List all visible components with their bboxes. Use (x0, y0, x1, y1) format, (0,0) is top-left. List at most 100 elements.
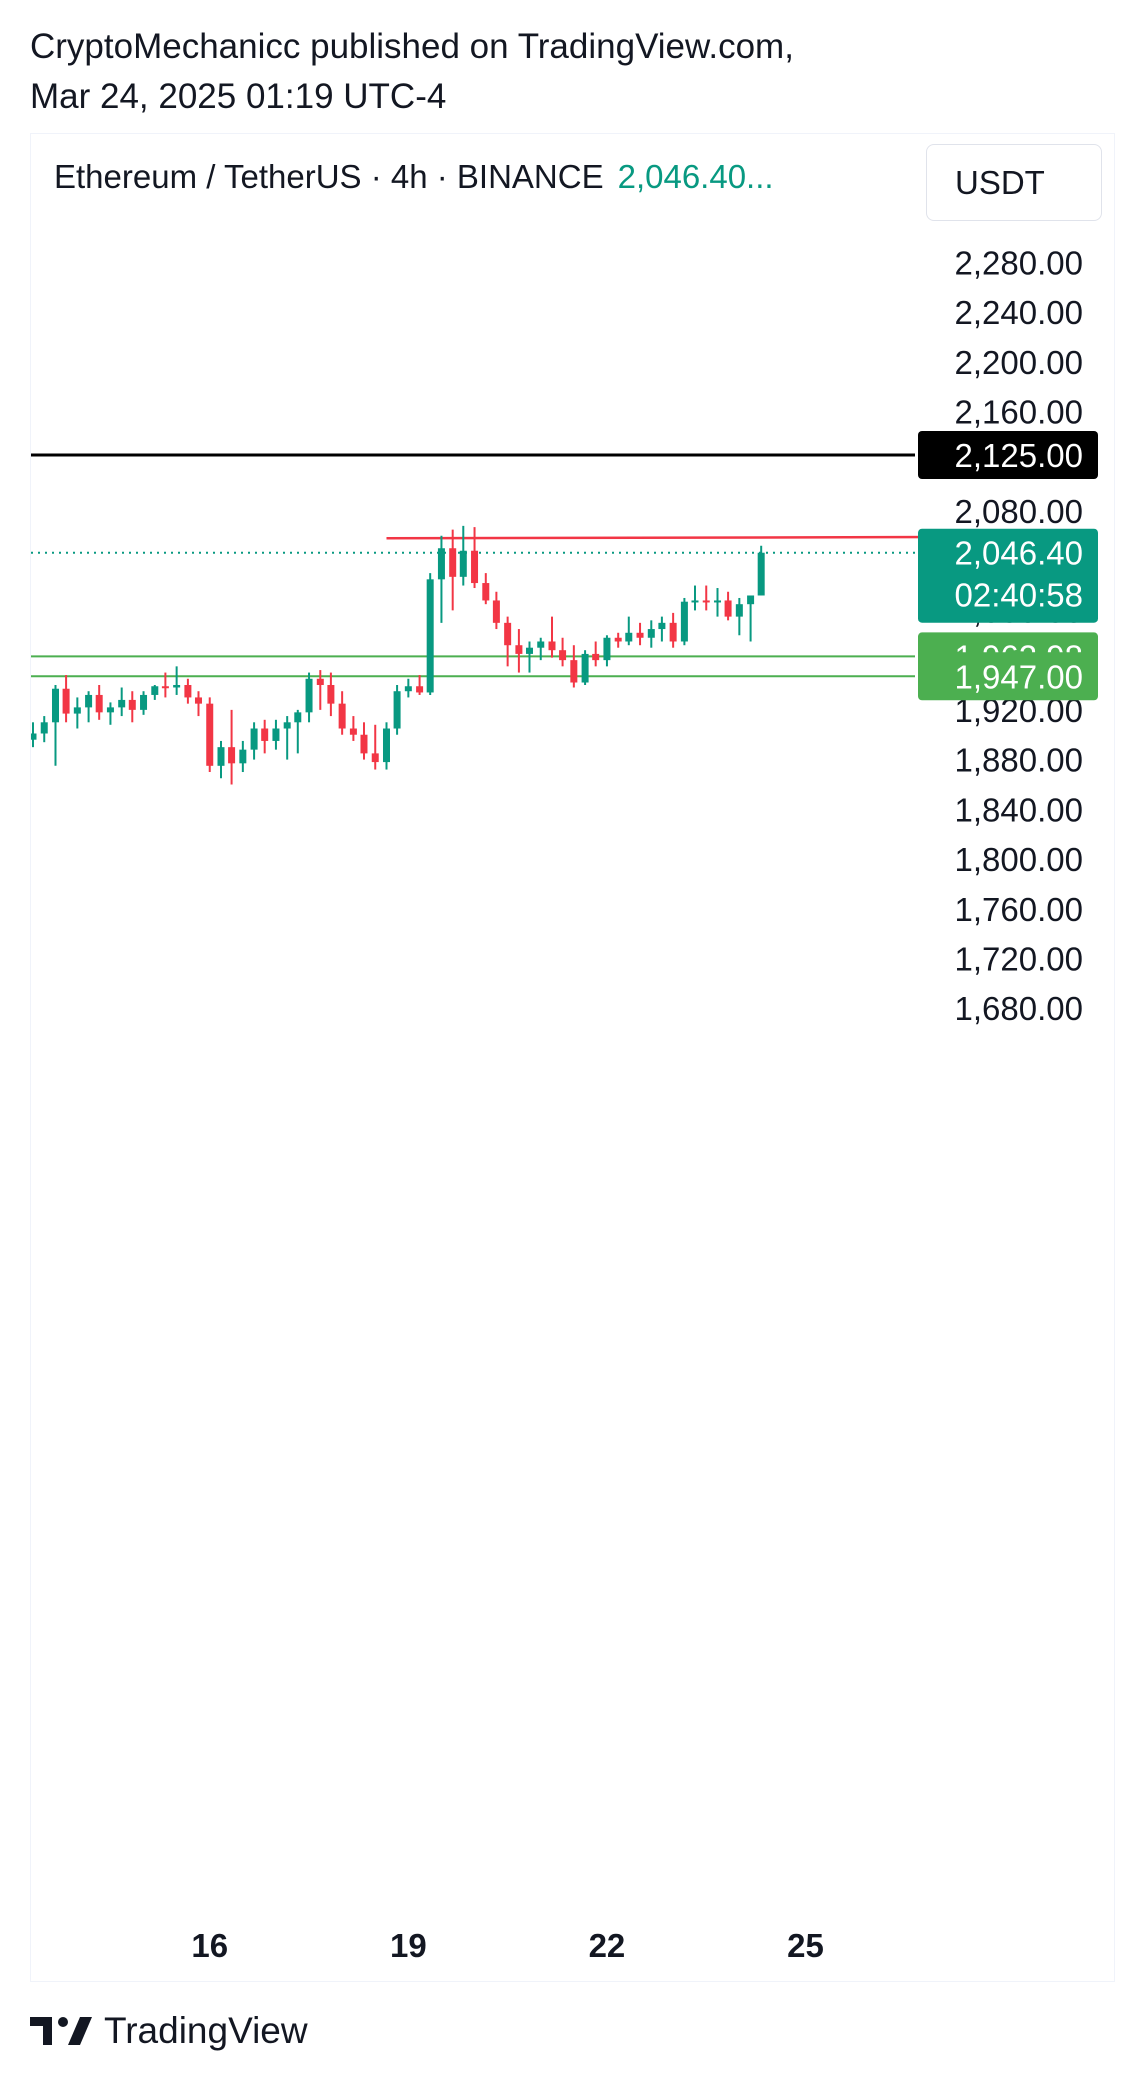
candle-body (581, 653, 589, 683)
candle-body (118, 699, 126, 708)
candle (548, 616, 556, 658)
candle-body (371, 753, 379, 763)
candle-body (525, 647, 533, 654)
currency-button[interactable]: USDT (926, 144, 1102, 221)
candle (228, 709, 236, 785)
candle-body (261, 728, 269, 741)
candle (537, 637, 545, 661)
candle (757, 545, 765, 596)
candle-body (658, 622, 666, 630)
chart-header: Ethereum / TetherUS · 4h · BINANCE 2,046.… (54, 158, 774, 196)
candle (173, 666, 181, 695)
candle (658, 616, 666, 642)
candle-body (504, 622, 512, 646)
candle-body (161, 686, 169, 689)
candle-body (482, 583, 490, 601)
price-tick-label: 1,880.00 (955, 742, 1083, 779)
candle (161, 672, 169, 698)
tradingview-logo[interactable]: TradingView (30, 2010, 308, 2052)
candle-body (206, 703, 214, 766)
candle (151, 685, 159, 700)
candle-body (184, 685, 192, 698)
candle-body (437, 548, 445, 580)
candle-body (140, 694, 148, 710)
candle (261, 719, 269, 754)
candle (680, 597, 688, 646)
candle-body (537, 641, 545, 648)
candle (349, 716, 357, 741)
candle-body (382, 728, 390, 763)
candle (31, 722, 37, 748)
candle-body (51, 688, 59, 723)
candle-body (95, 694, 103, 713)
candle-body (106, 707, 114, 713)
candle (449, 529, 457, 611)
candle-body (272, 728, 280, 741)
candle-body (570, 660, 578, 683)
candle (85, 691, 93, 723)
candle (614, 632, 622, 648)
candle (471, 527, 479, 589)
candle-body (471, 550, 479, 584)
support-lower-label: 1,947.00 (955, 658, 1083, 695)
candle-body (735, 604, 743, 617)
candle (603, 635, 611, 667)
candle-body (691, 600, 699, 603)
candle (140, 691, 148, 715)
candle (459, 525, 467, 586)
candle-body (625, 632, 633, 642)
tradingview-logo-icon (30, 2017, 92, 2045)
candle-body (426, 579, 434, 693)
publisher-info: CryptoMechanicc published on TradingView… (30, 22, 794, 122)
candle (691, 585, 699, 611)
candle-body (228, 747, 236, 764)
candle-body (173, 685, 181, 688)
candle (305, 672, 313, 723)
candle (482, 573, 490, 605)
candle (581, 650, 589, 685)
candle (592, 641, 600, 667)
candle (250, 722, 258, 760)
candle-body (449, 548, 457, 577)
candle (404, 678, 412, 698)
candle (338, 691, 346, 735)
header-last-price: 2,046.40... (617, 158, 774, 195)
symbol-info[interactable]: Ethereum / TetherUS · 4h · BINANCE (54, 158, 604, 195)
time-tick-label: 19 (390, 1927, 427, 1964)
candle (73, 697, 81, 729)
candle-body (327, 685, 335, 704)
price-tick-label: 1,760.00 (955, 891, 1083, 928)
candle-body (31, 733, 37, 740)
publisher-line-2: Mar 24, 2025 01:19 UTC-4 (30, 77, 447, 116)
candle-body (217, 747, 225, 766)
candle (515, 629, 523, 673)
candle (504, 616, 512, 667)
candle (184, 678, 192, 704)
time-tick-label: 16 (191, 1927, 228, 1964)
candle-body (404, 686, 412, 692)
candle (118, 687, 126, 717)
publisher-line-1: CryptoMechanicc published on TradingView… (30, 27, 794, 66)
candle (416, 675, 424, 695)
price-tick-label: 2,280.00 (955, 244, 1083, 281)
candle-body (250, 728, 258, 750)
price-tick-label: 1,720.00 (955, 941, 1083, 978)
countdown-label: 02:40:58 (955, 577, 1083, 614)
candle (371, 724, 379, 770)
candle-body (194, 697, 202, 704)
candle (647, 620, 655, 648)
candle (625, 616, 633, 646)
candle-body (151, 686, 159, 695)
price-chart[interactable]: 2,280.00 2,240.00 2,200.00 2,160.00 2,080.00… (0, 0, 1140, 2000)
candle-body (559, 650, 567, 661)
candle (327, 672, 335, 717)
candle-body (360, 734, 368, 754)
last-price-label-bg (918, 528, 1098, 623)
candle-body (614, 637, 622, 642)
candle-body (40, 722, 48, 734)
candle (206, 697, 214, 773)
candle (239, 740, 247, 773)
candle (636, 622, 644, 646)
candle (525, 641, 533, 673)
candle-body (680, 601, 688, 642)
